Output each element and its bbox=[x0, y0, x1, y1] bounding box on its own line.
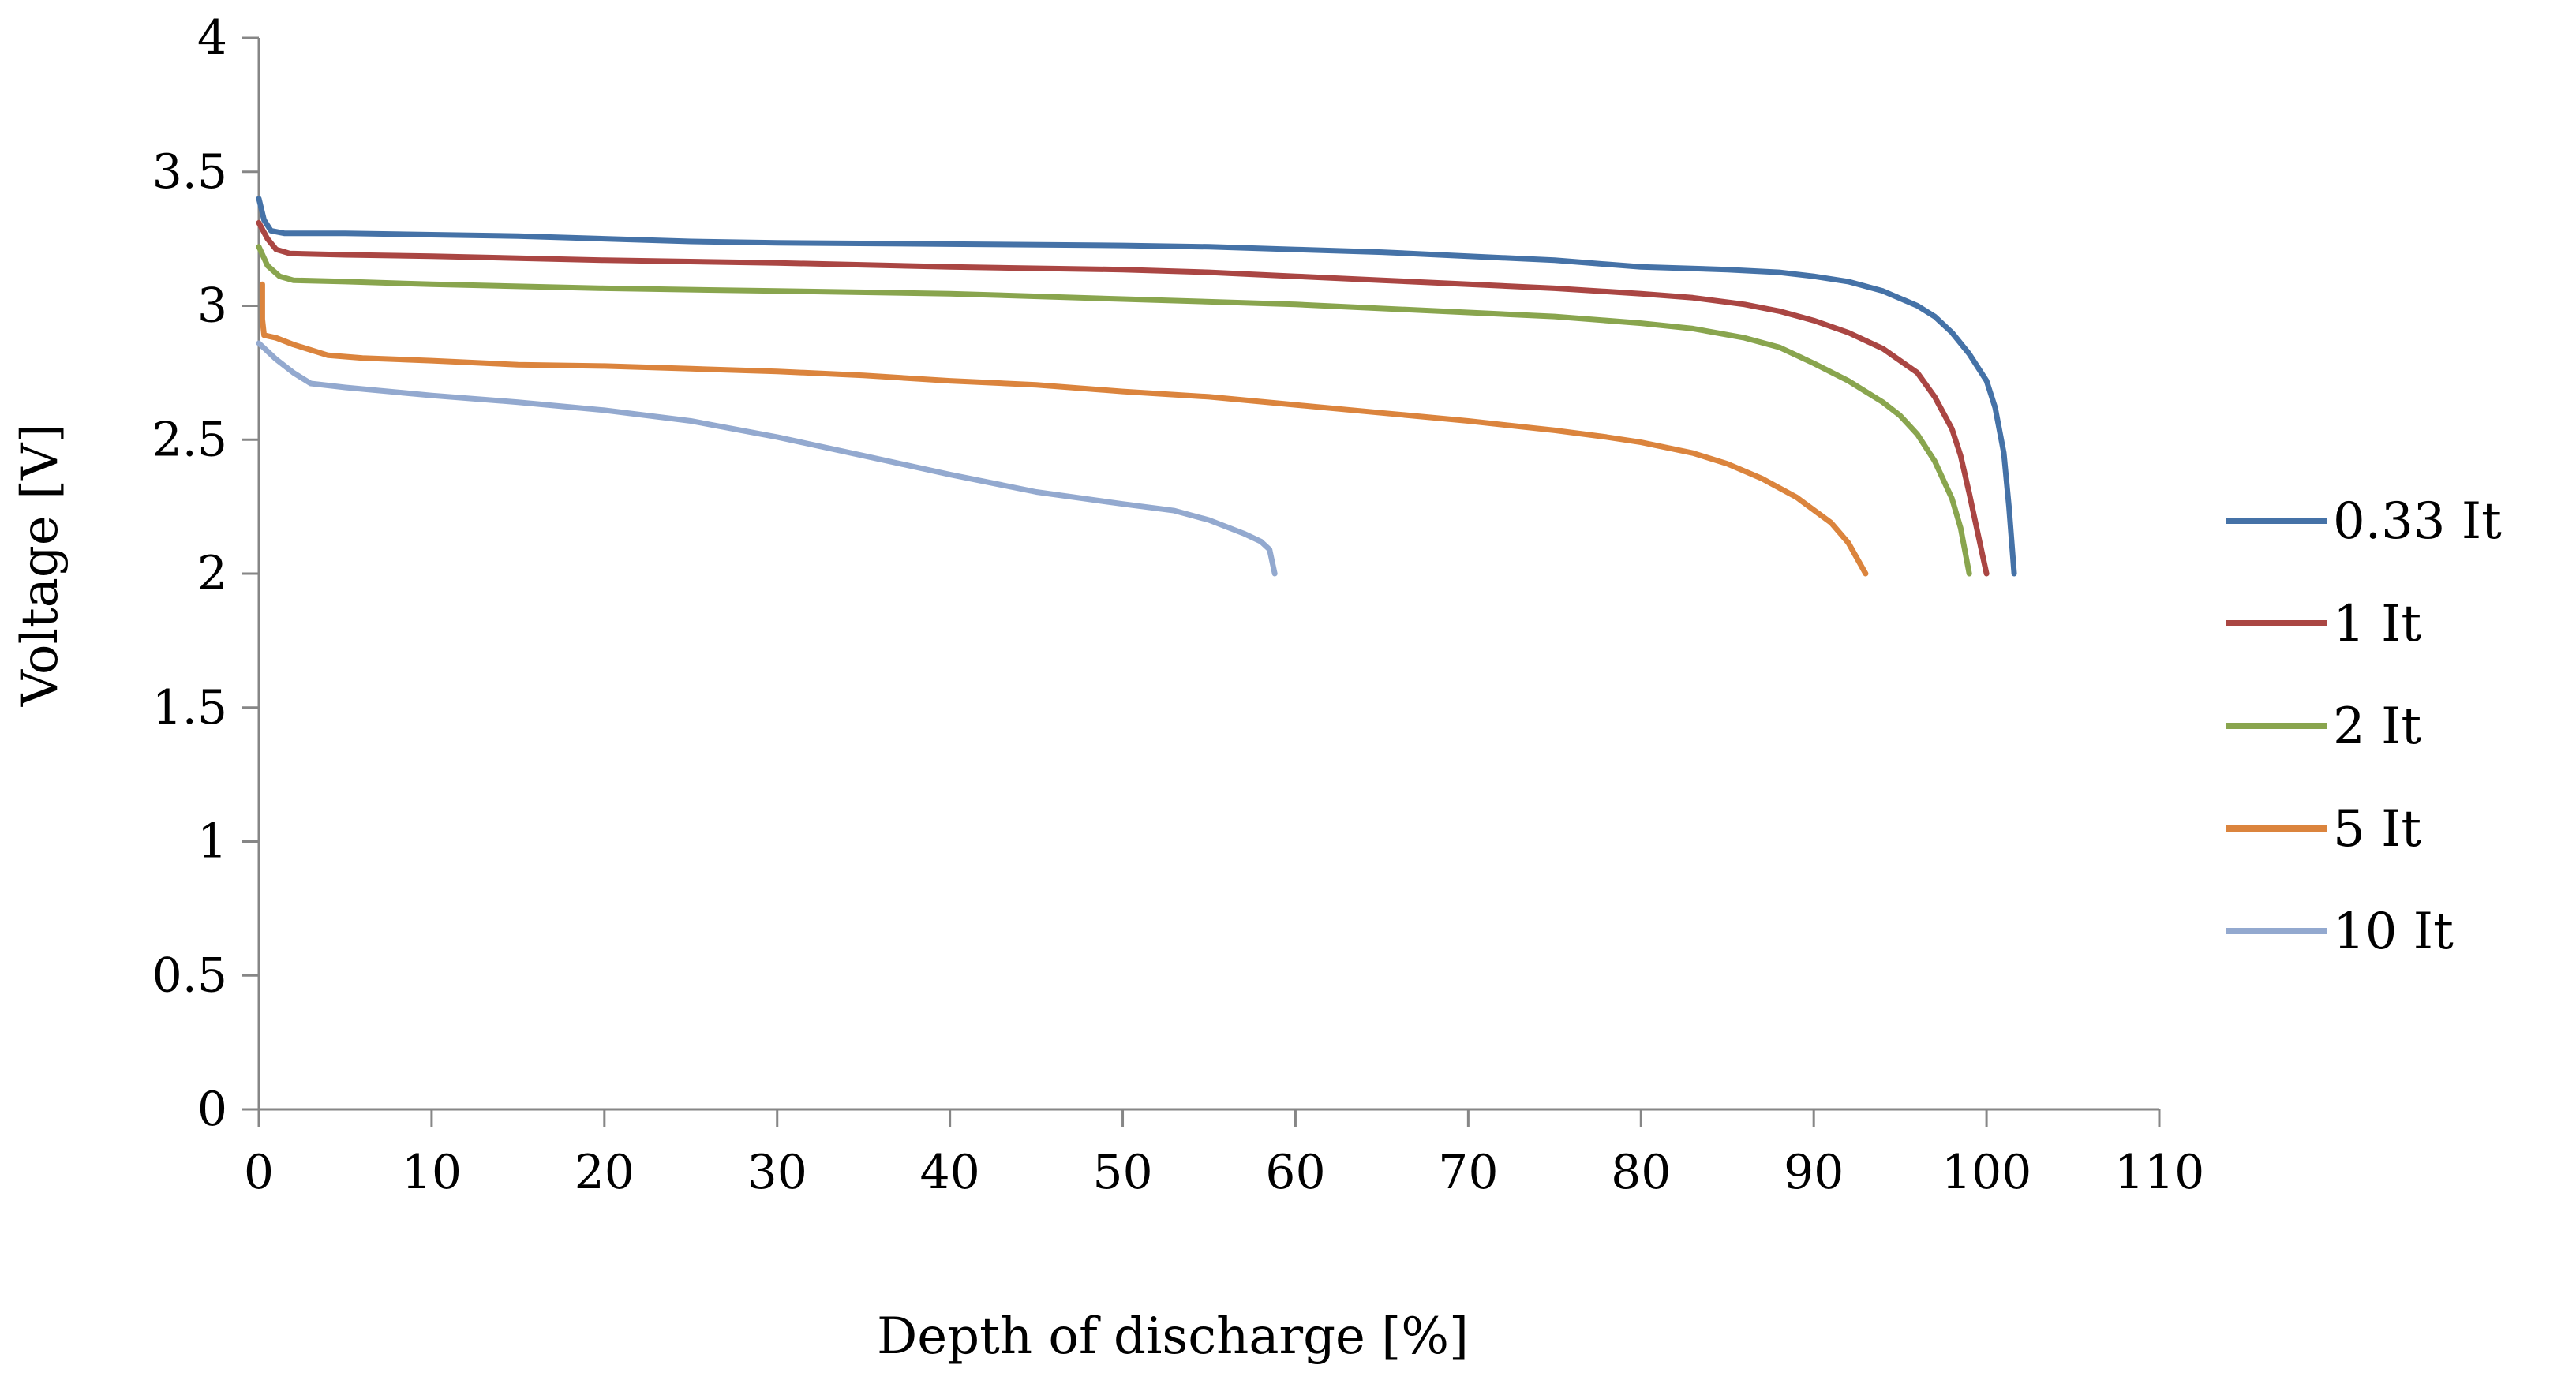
y-tick-label: 3 bbox=[197, 279, 227, 334]
x-tick-label: 10 bbox=[402, 1145, 462, 1200]
x-tick-label: 20 bbox=[575, 1145, 635, 1200]
y-tick-label: 3.5 bbox=[152, 144, 227, 200]
x-tick-label: 80 bbox=[1611, 1145, 1671, 1200]
y-tick-label: 0 bbox=[197, 1082, 227, 1137]
x-axis-title: Depth of discharge [%] bbox=[877, 1307, 1469, 1366]
y-tick-label: 1 bbox=[197, 814, 227, 870]
series-line-4 bbox=[259, 281, 1869, 577]
legend: 0.33 It 1 It 2 It 5 It 10 It bbox=[2226, 492, 2502, 961]
x-tick-label: 50 bbox=[1092, 1145, 1152, 1200]
x-tick-label: 90 bbox=[1784, 1145, 1844, 1200]
x-tick-label: 70 bbox=[1438, 1145, 1498, 1200]
legend-label-1: 0.33 It bbox=[2333, 492, 2502, 551]
x-tick-label: 0 bbox=[244, 1145, 274, 1200]
y-tick-label: 1.5 bbox=[152, 680, 227, 735]
y-tick-label: 4 bbox=[197, 10, 227, 65]
series-line-5 bbox=[256, 340, 1278, 577]
legend-label-3: 2 It bbox=[2333, 698, 2421, 756]
y-tick-label: 0.5 bbox=[152, 948, 227, 1003]
axes: 00.511.522.533.540 10 20 30 40 50 60 70 80 90 100 1… bbox=[152, 10, 2205, 1200]
series-line-3 bbox=[256, 244, 1972, 577]
legend-label-2: 1 It bbox=[2333, 595, 2421, 653]
x-tick-label: 110 bbox=[2114, 1145, 2205, 1200]
x-tick-label: 40 bbox=[919, 1145, 979, 1200]
y-tick-label: 2 bbox=[197, 546, 227, 601]
x-tick-label: 100 bbox=[1941, 1145, 2032, 1200]
series-line-2 bbox=[256, 219, 1990, 577]
plot-area bbox=[256, 196, 2017, 577]
y-axis-title: Voltage [V] bbox=[11, 424, 69, 708]
x-tick-label: 30 bbox=[747, 1145, 807, 1200]
series-line-1 bbox=[256, 196, 2017, 577]
x-tick-label: 60 bbox=[1265, 1145, 1325, 1200]
legend-label-4: 5 It bbox=[2333, 800, 2421, 858]
y-tick-label: 2.5 bbox=[152, 412, 227, 467]
legend-label-5: 10 It bbox=[2333, 903, 2454, 961]
